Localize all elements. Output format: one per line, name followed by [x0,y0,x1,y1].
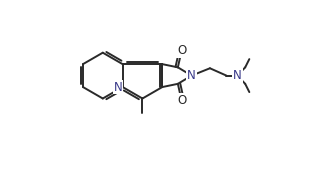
Text: O: O [177,44,186,57]
Text: N: N [114,81,123,94]
Text: O: O [177,94,186,107]
Text: N: N [233,69,242,82]
Text: N: N [187,69,196,82]
